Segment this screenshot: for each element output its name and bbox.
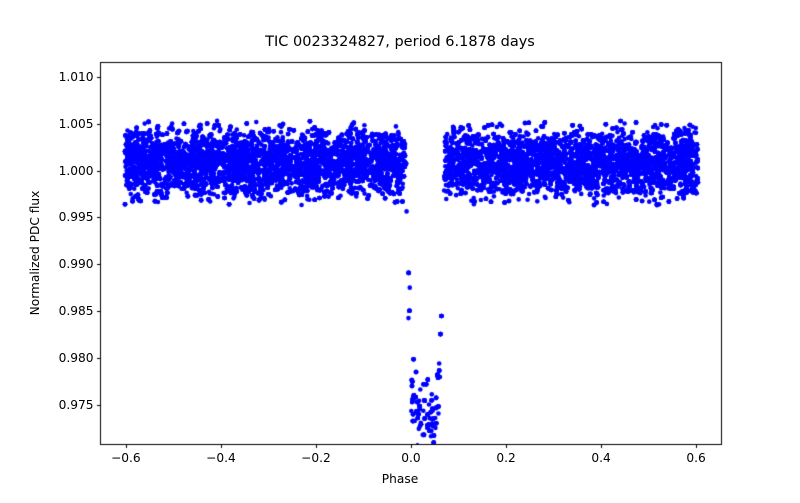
figure-container: TIC 0023324827, period 6.1878 days Phase… [0, 0, 800, 500]
lightcurve-scatter-plot [0, 0, 800, 500]
